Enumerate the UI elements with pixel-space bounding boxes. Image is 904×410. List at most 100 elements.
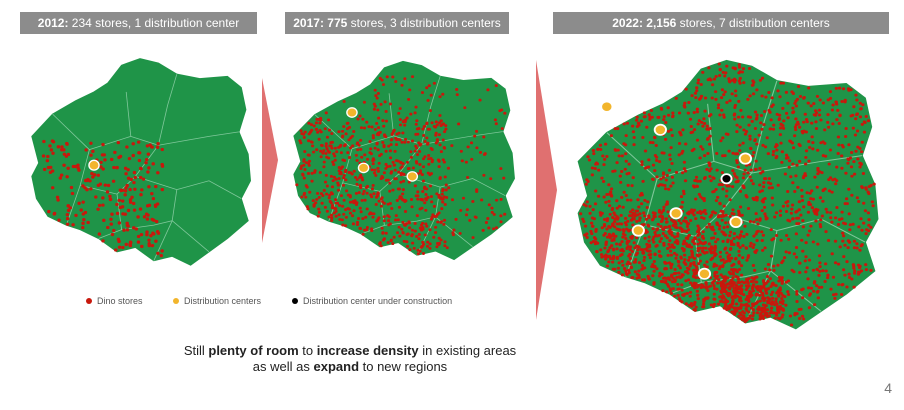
store-dot [442, 146, 447, 150]
store-dot [350, 214, 355, 218]
store-dot [312, 150, 316, 154]
store-dot [146, 213, 150, 217]
store-dot [833, 296, 837, 300]
store-dot [409, 112, 413, 116]
store-dot [434, 225, 438, 229]
store-dot [681, 189, 686, 193]
store-dot [619, 222, 624, 226]
store-dot [694, 264, 698, 268]
store-dot [382, 171, 386, 175]
store-dot [323, 205, 327, 209]
store-dot [418, 207, 422, 211]
store-dot [776, 263, 780, 267]
store-dot [659, 177, 663, 181]
store-dot [803, 112, 807, 116]
store-dot [679, 195, 684, 199]
store-dot [323, 180, 328, 184]
store-dot [855, 129, 860, 133]
store-dot [836, 108, 840, 112]
store-dot [339, 143, 343, 147]
store-dot [666, 210, 670, 214]
store-dot [733, 103, 738, 107]
store-dot [130, 195, 134, 199]
map-2017 [293, 60, 515, 261]
store-dot [324, 111, 328, 115]
store-dot [744, 130, 749, 134]
store-dot [686, 258, 691, 262]
store-dot [640, 160, 644, 164]
store-dot [716, 281, 720, 285]
store-dot [415, 235, 419, 238]
store-dot [503, 212, 507, 216]
store-dot [445, 196, 449, 199]
store-dot [464, 160, 468, 164]
panel-2022-header: 2022: 2,156 stores, 7 distribution cente… [553, 12, 889, 34]
store-dot [814, 219, 818, 223]
store-dot [723, 74, 727, 78]
store-dot [672, 272, 677, 276]
store-dot [699, 94, 704, 98]
store-dot [371, 215, 375, 219]
store-dot [359, 227, 363, 231]
store-dot [316, 214, 320, 218]
store-dot [393, 168, 397, 172]
store-dot [731, 185, 735, 189]
store-dot [741, 244, 745, 248]
store-dot [403, 77, 407, 81]
store-dot [668, 153, 672, 157]
store-dot [738, 246, 742, 250]
poland-land [293, 60, 515, 261]
store-dot [695, 110, 700, 114]
store-dot [611, 260, 615, 264]
store-dot [840, 217, 844, 221]
store-dot [589, 221, 594, 225]
store-dot [149, 145, 154, 149]
store-dot [662, 115, 666, 119]
store-dot [634, 236, 639, 240]
panel-2022-year: 2022: [612, 16, 643, 30]
store-dot [675, 253, 679, 257]
store-dot [805, 266, 809, 270]
store-dot [101, 196, 105, 200]
store-dot [351, 222, 355, 226]
store-dot [424, 193, 428, 196]
store-dot [786, 190, 790, 194]
store-dot [672, 251, 677, 255]
store-dot [702, 285, 706, 289]
store-dot [382, 124, 386, 128]
store-dot [618, 174, 622, 178]
store-dot [701, 302, 706, 306]
store-dot [748, 314, 752, 318]
store-dot [711, 280, 715, 284]
store-dot [441, 197, 445, 201]
store-dot [733, 117, 737, 121]
store-dot [670, 175, 675, 179]
store-dot [724, 221, 728, 225]
store-dot [376, 108, 380, 112]
store-dot [660, 183, 665, 187]
store-dot [131, 142, 135, 146]
store-dot [716, 103, 721, 107]
store-dot [372, 107, 376, 111]
store-dot [682, 248, 686, 252]
store-dot [62, 148, 66, 152]
store-dot [750, 286, 755, 290]
store-dot [387, 144, 391, 148]
store-dot [855, 112, 859, 116]
store-dot [722, 231, 726, 235]
store-dot [430, 200, 434, 204]
store-dot [781, 106, 785, 110]
store-dot [641, 266, 645, 270]
store-dot [727, 270, 732, 274]
store-dot [681, 273, 685, 277]
store-dot [622, 142, 626, 146]
store-dot [668, 287, 673, 291]
store-dot [827, 178, 831, 182]
store-dot [455, 87, 459, 91]
store-dot [681, 149, 685, 153]
store-dot [434, 141, 438, 145]
store-dot [648, 117, 652, 121]
store-dot [809, 286, 814, 290]
store-dot [652, 269, 656, 273]
store-dot [391, 242, 395, 246]
